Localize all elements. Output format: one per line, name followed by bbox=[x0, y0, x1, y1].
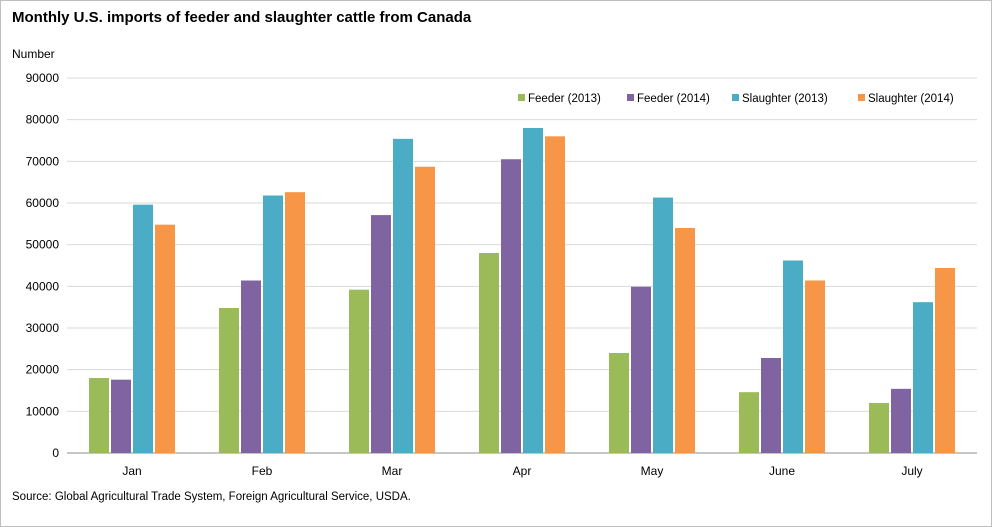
bar bbox=[761, 358, 781, 453]
gridlines bbox=[67, 77, 977, 454]
bar bbox=[653, 197, 673, 453]
bar bbox=[805, 280, 825, 453]
bar bbox=[891, 388, 911, 453]
bars bbox=[89, 128, 955, 454]
bar bbox=[479, 253, 499, 453]
bar bbox=[523, 128, 543, 453]
source-note: Source: Global Agricultural Trade System… bbox=[12, 491, 411, 503]
bar bbox=[545, 136, 565, 454]
x-tick-label: June bbox=[769, 464, 795, 478]
x-tick-label: Mar bbox=[382, 464, 403, 478]
bar bbox=[241, 280, 261, 453]
x-tick-label: Apr bbox=[513, 464, 532, 478]
bar bbox=[393, 138, 413, 454]
y-tick-label: 90000 bbox=[26, 71, 60, 85]
y-tick-label: 40000 bbox=[26, 279, 60, 293]
bar bbox=[111, 379, 131, 453]
bar bbox=[869, 403, 889, 453]
legend-label: Feeder (2014) bbox=[637, 93, 710, 105]
y-tick-label: 0 bbox=[52, 446, 59, 460]
bar bbox=[263, 195, 283, 453]
bar bbox=[913, 302, 933, 453]
legend-swatch bbox=[627, 94, 634, 101]
chart-title: Monthly U.S. imports of feeder and slaug… bbox=[12, 9, 472, 26]
y-tick-label: 80000 bbox=[26, 113, 60, 127]
y-axis-title: Number bbox=[12, 47, 55, 61]
x-tick-label: Jan bbox=[122, 464, 141, 478]
bar bbox=[349, 289, 369, 453]
bar bbox=[155, 224, 175, 453]
legend-label: Slaughter (2013) bbox=[742, 93, 828, 105]
bar bbox=[609, 353, 629, 453]
bar bbox=[133, 204, 153, 453]
y-tick-label: 60000 bbox=[26, 196, 60, 210]
bar bbox=[675, 228, 695, 453]
bar bbox=[89, 378, 109, 453]
y-tick-label: 10000 bbox=[26, 404, 60, 418]
y-tick-label: 20000 bbox=[26, 363, 60, 377]
y-axis-ticks: 0 10000 20000 30000 40000 50000 60000 70000 8000… bbox=[26, 71, 60, 460]
x-tick-label: Feb bbox=[252, 464, 273, 478]
legend-label: Slaughter (2014) bbox=[868, 93, 954, 105]
bar bbox=[371, 215, 391, 453]
legend-swatch bbox=[518, 94, 525, 101]
bar bbox=[501, 159, 521, 453]
legend-label: Feeder (2013) bbox=[528, 93, 601, 105]
y-tick-label: 50000 bbox=[26, 238, 60, 252]
legend-swatch bbox=[858, 94, 865, 101]
y-tick-label: 30000 bbox=[26, 321, 60, 335]
bar bbox=[631, 286, 651, 453]
bar bbox=[219, 308, 239, 453]
bar bbox=[739, 392, 759, 453]
bar bbox=[285, 192, 305, 453]
bar bbox=[935, 268, 955, 453]
x-tick-label: July bbox=[901, 464, 922, 478]
legend-swatch bbox=[732, 94, 739, 101]
bar bbox=[415, 166, 435, 453]
x-tick-label: May bbox=[641, 464, 664, 478]
bar bbox=[783, 260, 803, 453]
x-axis-ticks: Jan Feb Mar Apr May June July bbox=[122, 464, 922, 478]
y-tick-label: 70000 bbox=[26, 154, 60, 168]
legend: Feeder (2013) Feeder (2014) Slaughter (201… bbox=[518, 93, 954, 105]
